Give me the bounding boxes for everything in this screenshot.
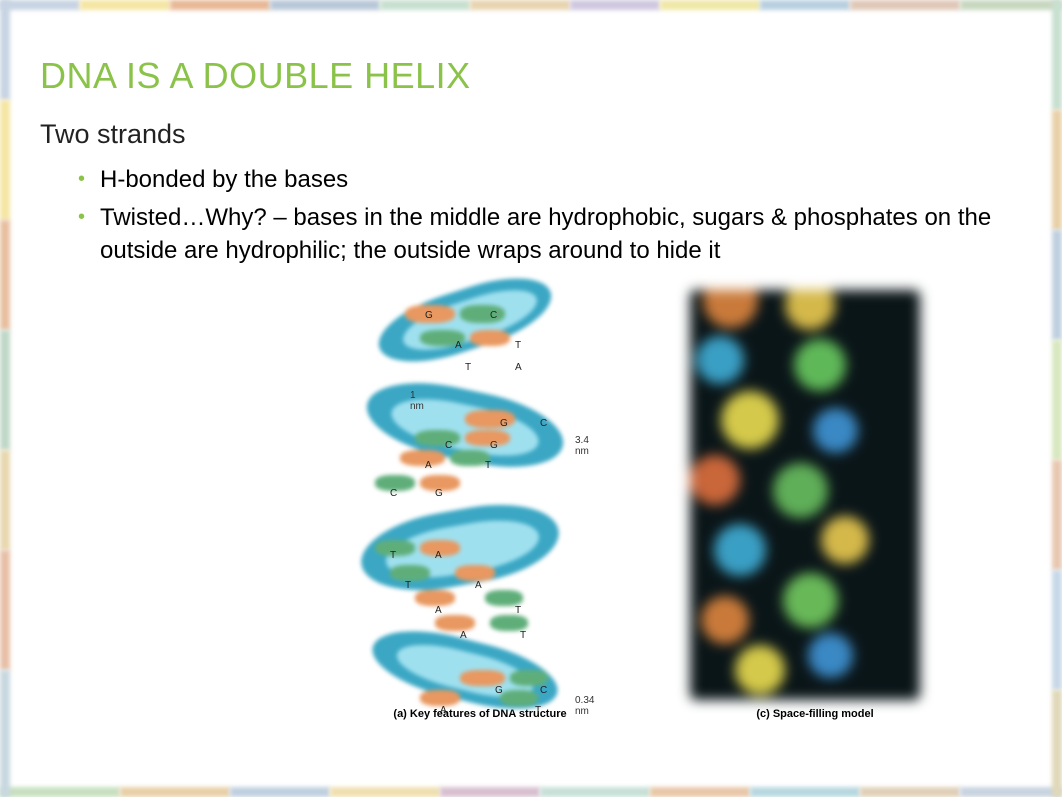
- slide-title: DNA IS A DOUBLE HELIX: [40, 55, 1022, 97]
- base-label: C: [390, 488, 397, 499]
- base-label: T: [520, 630, 526, 641]
- base-label: G: [495, 685, 503, 696]
- base-label: T: [515, 340, 521, 351]
- bullet-item: Twisted…Why? – bases in the middle are h…: [100, 202, 1022, 267]
- base-label: C: [540, 685, 547, 696]
- base-label: A: [440, 705, 447, 716]
- base-label: T: [515, 605, 521, 616]
- base-label: G: [490, 440, 498, 451]
- base-label: T: [485, 460, 491, 471]
- slide-subtitle: Two strands: [40, 119, 1022, 150]
- base-label: T: [405, 580, 411, 591]
- base-label: G: [435, 488, 443, 499]
- bullet-item: H-bonded by the bases: [100, 164, 1022, 196]
- bullet-list: H-bonded by the bases Twisted…Why? – base…: [40, 164, 1022, 267]
- base-label: T: [390, 550, 396, 561]
- base-label: A: [435, 550, 442, 561]
- base-label: A: [515, 362, 522, 373]
- base-label: G: [500, 418, 508, 429]
- base-label: A: [475, 580, 482, 591]
- base-label: C: [445, 440, 452, 451]
- base-label: C: [490, 310, 497, 321]
- base-label: G: [425, 310, 433, 321]
- base-label: T: [465, 362, 471, 373]
- base-label: A: [455, 340, 462, 351]
- dimension-label: 1 nm: [410, 390, 424, 412]
- base-label: C: [540, 418, 547, 429]
- base-label: A: [460, 630, 467, 641]
- figure-a: GCATTAGCCGATCGTATAATATGCAT 1 nm3.4 nm0.3…: [340, 290, 620, 720]
- dimension-label: 0.34 nm: [575, 695, 594, 717]
- dimension-label: 3.4 nm: [575, 435, 589, 457]
- base-label: A: [435, 605, 442, 616]
- base-label: A: [425, 460, 432, 471]
- figure-c: (c) Space-filling model: [690, 290, 940, 720]
- base-label: T: [535, 705, 541, 716]
- figure-c-caption: (c) Space-filling model: [690, 708, 940, 720]
